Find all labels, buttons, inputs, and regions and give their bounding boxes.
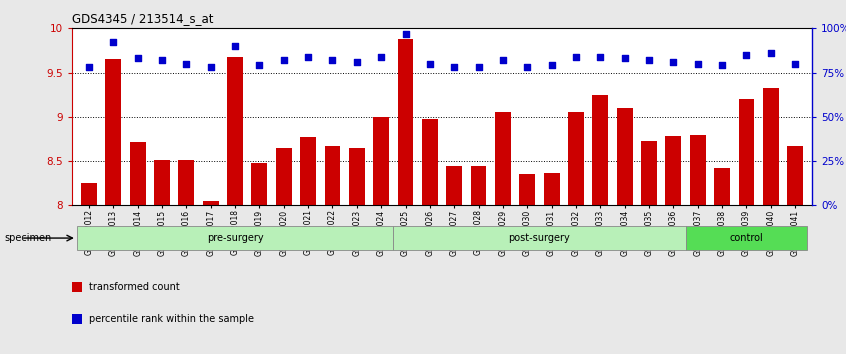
Point (326, 57, 339, 63)
Point (569, 54, 583, 59)
Point (423, 61, 437, 67)
Bar (495, 112, 511, 205)
Bar (325, 146, 340, 205)
Bar (685, 226, 807, 250)
Bar (276, 148, 292, 205)
Bar (393, 226, 685, 250)
Point (788, 61, 802, 67)
Point (545, 63, 558, 68)
Text: post-surgery: post-surgery (508, 233, 570, 243)
Point (398, 31, 412, 36)
Bar (739, 99, 755, 205)
Point (107, 40, 120, 45)
Point (204, 64, 217, 70)
Bar (689, 135, 706, 205)
Point (764, 50, 777, 56)
Bar (227, 57, 243, 205)
Bar (592, 95, 608, 205)
Point (594, 54, 607, 59)
Point (716, 63, 729, 68)
Point (131, 56, 145, 61)
Point (642, 57, 656, 63)
Bar (519, 174, 536, 205)
Bar (568, 112, 584, 205)
Bar (447, 166, 462, 205)
Bar (617, 108, 633, 205)
Bar (714, 168, 730, 205)
Bar (106, 59, 121, 205)
Point (496, 57, 509, 63)
Bar (154, 160, 170, 205)
Point (691, 61, 705, 67)
Bar (251, 163, 267, 205)
Point (350, 59, 364, 65)
Text: transformed count: transformed count (89, 282, 179, 292)
Point (448, 64, 461, 70)
Point (667, 59, 680, 65)
Point (253, 63, 266, 68)
Text: specimen: specimen (4, 233, 52, 243)
Text: control: control (729, 233, 763, 243)
Point (277, 57, 290, 63)
Bar (179, 160, 195, 205)
Point (179, 61, 193, 67)
Point (82, 64, 96, 70)
Point (739, 52, 753, 58)
Text: percentile rank within the sample: percentile rank within the sample (89, 314, 254, 324)
Point (228, 43, 242, 49)
Point (618, 56, 631, 61)
Bar (81, 183, 97, 205)
Text: GDS4345 / 213514_s_at: GDS4345 / 213514_s_at (72, 12, 213, 25)
Point (472, 64, 486, 70)
Bar (203, 201, 218, 205)
Bar (470, 166, 486, 205)
Bar (787, 146, 803, 205)
Bar (349, 148, 365, 205)
Bar (129, 142, 146, 205)
Bar (544, 173, 559, 205)
Point (375, 54, 388, 59)
Point (301, 54, 315, 59)
Bar (666, 136, 681, 205)
Bar (422, 119, 437, 205)
Bar (77, 226, 393, 250)
Text: pre-surgery: pre-surgery (206, 233, 263, 243)
Bar (641, 141, 657, 205)
Bar (398, 39, 414, 205)
Bar (763, 87, 778, 205)
Point (520, 64, 534, 70)
Bar (300, 137, 316, 205)
Bar (373, 117, 389, 205)
Point (155, 57, 168, 63)
